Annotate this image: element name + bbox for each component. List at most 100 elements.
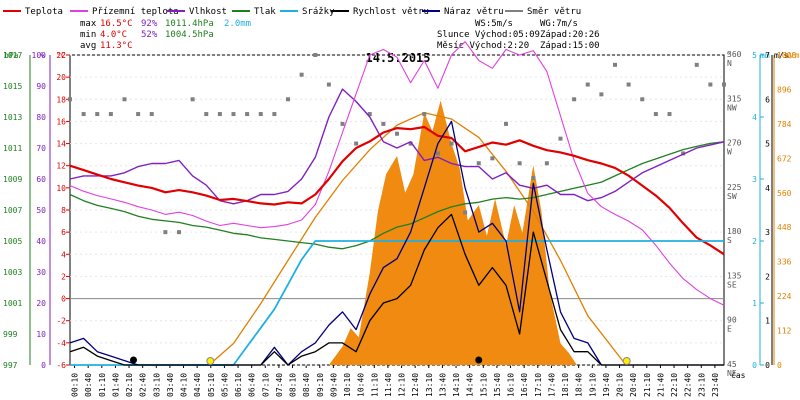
wm2-tick-1: 112 [777, 327, 792, 336]
time-tick-17: 08:40 [302, 373, 311, 397]
min-label: min [80, 30, 96, 40]
wind-dir-point [163, 230, 168, 235]
hpa-unit: hPa [4, 51, 19, 60]
dir-deg-tick-0: 360 [727, 50, 742, 59]
legend-label-7: Směr větru [527, 7, 581, 17]
time-tick-36: 18:10 [561, 373, 570, 397]
avg-label: avg [80, 41, 96, 51]
wind-dir-point [381, 121, 386, 126]
pct-tick-9: 90 [36, 82, 46, 91]
wind-dir-point [149, 112, 154, 117]
hpa-tick-1: 999 [3, 330, 18, 339]
wind-dir-point [722, 82, 726, 87]
time-tick-8: 04:10 [180, 373, 189, 397]
time-tick-21: 10:40 [357, 373, 366, 397]
time-tick-43: 21:40 [656, 373, 665, 397]
wind-dir-point [667, 112, 672, 117]
temp-tick-8: 10 [56, 184, 66, 193]
hpa-tick-7: 1011 [3, 144, 22, 153]
wind-dir-point [326, 82, 331, 87]
dir-compass-tick-6: E [727, 325, 732, 334]
wind-dir-point [613, 62, 617, 67]
mm-tick-2: 2 [752, 237, 757, 246]
wind-dir-point [708, 82, 713, 87]
time-tick-42: 21:10 [643, 373, 652, 397]
mm-tick-0: 0 [752, 361, 757, 370]
hpa-tick-10: 1017 [3, 51, 22, 60]
time-tick-6: 03:10 [152, 373, 161, 397]
ms-tick-3: 3 [765, 228, 770, 237]
time-tick-3: 01:40 [111, 373, 120, 397]
ms-tick-6: 6 [765, 95, 770, 104]
mm-tick-4: 4 [752, 113, 757, 122]
hpa-tick-4: 1005 [3, 237, 22, 246]
hpa-tick-9: 1015 [3, 82, 22, 91]
wind-dir-point [340, 121, 345, 126]
wind-dir-point [313, 53, 318, 57]
wind-dir-point [626, 82, 631, 87]
time-tick-1: 00:40 [84, 373, 93, 397]
sun-set-info: Západ:20:26 [540, 30, 600, 40]
time-tick-10: 05:10 [207, 373, 216, 397]
max-label: max [80, 19, 97, 29]
ms-unit: m/s [774, 51, 789, 60]
dir-compass-tick-3: SW [727, 192, 737, 201]
wm2-tick-8: 896 [777, 85, 792, 94]
pct-tick-7: 70 [36, 144, 46, 153]
time-tick-29: 14:40 [466, 373, 475, 397]
dir-deg-tick-5: 135 [727, 271, 742, 280]
astro-block: WS:5m/s WG:7m/s Slunce Východ:05:09 Zápa… [437, 19, 600, 51]
dir-deg-tick-1: 315 [727, 94, 742, 103]
ms-tick-0: 0 [765, 361, 770, 370]
dir-compass-tick-0: N [727, 59, 732, 68]
time-tick-25: 12:40 [411, 373, 420, 397]
pct-tick-3: 30 [36, 268, 46, 277]
series-marks [68, 41, 726, 366]
time-tick-20: 10:10 [343, 373, 352, 397]
time-tick-18: 09:10 [316, 373, 325, 397]
time-tick-37: 18:40 [575, 373, 584, 397]
pct-tick-8: 80 [36, 113, 46, 122]
hpa-tick-0: 997 [3, 361, 18, 370]
pct-unit: % [40, 51, 45, 60]
time-tick-26: 13:10 [425, 373, 434, 397]
time-tick-39: 19:40 [602, 373, 611, 397]
wind-dir-point [490, 156, 495, 161]
wind-gust-info: WG:7m/s [540, 19, 578, 29]
wind-dir-point [531, 176, 536, 181]
legend-label-6: Náraz větru [444, 7, 504, 17]
wind-dir-point [231, 112, 236, 117]
pct-tick-1: 10 [36, 330, 46, 339]
ms-tick-7: 7 [765, 51, 770, 60]
time-tick-14: 07:10 [261, 373, 270, 397]
dir-deg-tick-2: 270 [727, 139, 742, 148]
temp-tick-5: 4 [61, 250, 66, 259]
wm2-unit: W/m² [785, 51, 800, 60]
ms-tick-2: 2 [765, 272, 770, 281]
time-tick-13: 06:40 [248, 373, 257, 397]
pct-tick-6: 60 [36, 175, 46, 184]
hpa-tick-6: 1009 [3, 175, 22, 184]
mm-tick-5: 5 [752, 51, 757, 60]
min-hum: 52% [141, 30, 158, 40]
ground-temperature-line [69, 41, 725, 306]
legend-label-3: Tlak [254, 7, 276, 17]
time-tick-32: 16:10 [507, 373, 516, 397]
wind-dir-point [95, 112, 100, 117]
wm2-tick-3: 336 [777, 258, 792, 267]
dir-compass-tick-4: S [727, 236, 732, 245]
solar-theoretical-line [208, 112, 627, 366]
time-tick-46: 23:10 [697, 373, 706, 397]
temp-tick-7: 8 [61, 206, 66, 215]
wind-dir-point [585, 82, 590, 87]
wind-speed-info: WS:5m/s [475, 19, 513, 29]
moonset-marker [475, 356, 483, 364]
time-tick-11: 05:40 [220, 373, 229, 397]
wind-dir-point [681, 151, 686, 156]
time-tick-2: 01:10 [98, 373, 107, 397]
hpa-tick-8: 1013 [3, 113, 22, 122]
wind-dir-point [177, 230, 181, 235]
time-tick-5: 02:40 [139, 373, 148, 397]
wind-dir-point [299, 72, 304, 77]
wind-speed-line [69, 213, 724, 366]
